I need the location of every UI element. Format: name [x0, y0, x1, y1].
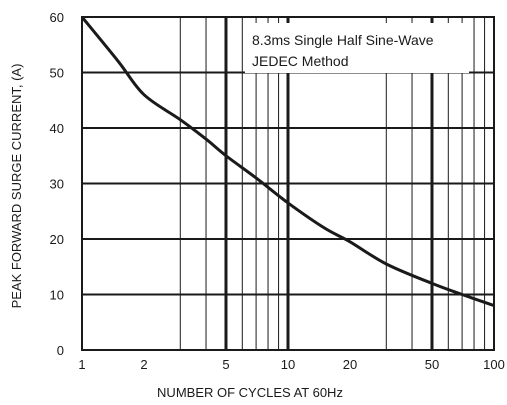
y-tick-labels: 0 10 20 30 40 50 60	[50, 10, 64, 358]
y-tick-label: 10	[50, 288, 64, 303]
x-tick-label: 5	[222, 357, 229, 372]
y-tick-label: 0	[57, 343, 64, 358]
x-tick-label: 100	[483, 357, 505, 372]
x-tick-label: 2	[140, 357, 147, 372]
x-tick-label: 50	[425, 357, 439, 372]
annotation-box: 8.3ms Single Half Sine-Wave JEDEC Method	[245, 23, 469, 73]
x-tick-label: 1	[78, 357, 85, 372]
x-tick-label: 20	[343, 357, 357, 372]
surge-current-curve	[80, 16, 495, 308]
x-tick-label: 10	[281, 357, 295, 372]
y-tick-label: 40	[50, 121, 64, 136]
plot-frame	[81, 16, 495, 351]
annotation-line-2: JEDEC Method	[252, 53, 348, 69]
y-axis-label: PEAK FORWARD SURGE CURRENT, (A)	[9, 64, 24, 309]
annotation-line-1: 8.3ms Single Half Sine-Wave	[252, 32, 434, 48]
y-tick-label: 20	[50, 232, 64, 247]
y-tick-label: 50	[50, 66, 64, 81]
x-tick-labels: 1 2 5 10 20 50 100	[78, 357, 504, 372]
x-axis-label: NUMBER OF CYCLES AT 60Hz	[157, 385, 343, 400]
y-tick-label: 30	[50, 177, 64, 192]
y-tick-label: 60	[50, 10, 64, 25]
